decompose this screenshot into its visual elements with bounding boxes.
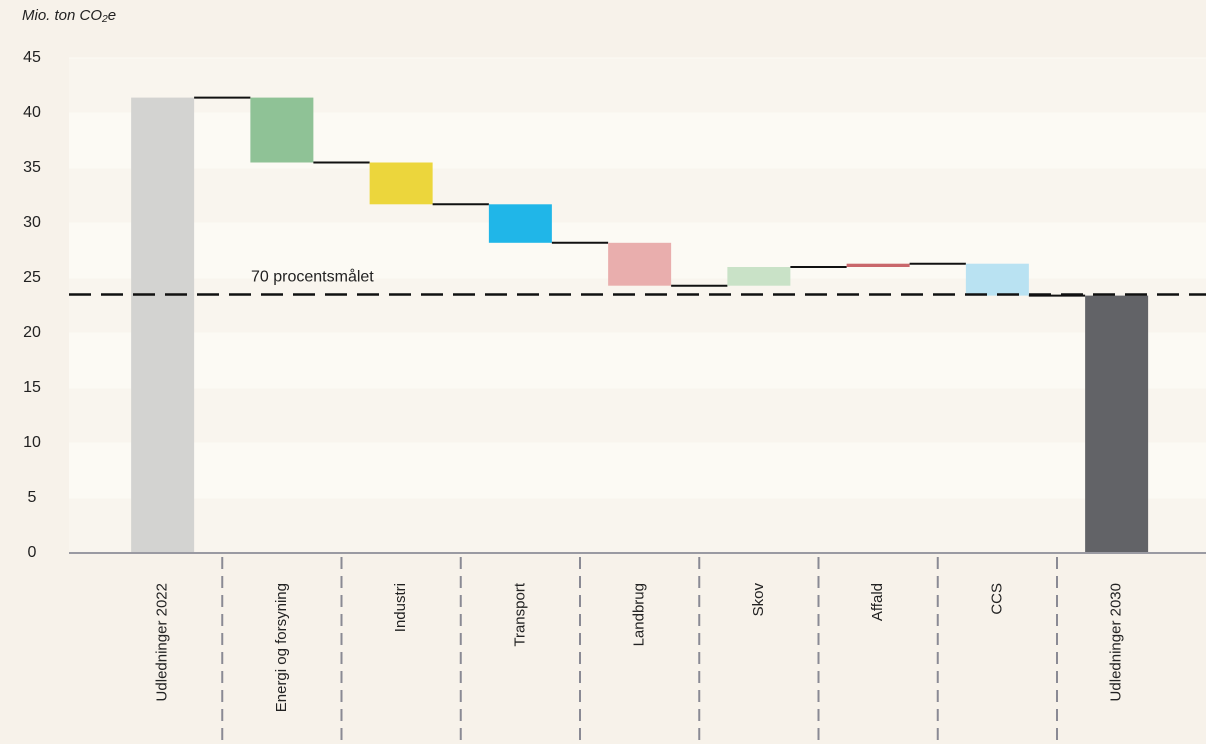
x-tick-label: CCS <box>988 583 1005 615</box>
bar <box>727 267 791 286</box>
x-tick-label: Udledninger 2022 <box>154 583 171 701</box>
bar <box>488 204 552 243</box>
y-tick-label: 40 <box>23 104 41 121</box>
stripe <box>69 58 1206 113</box>
bar <box>250 97 314 163</box>
bar <box>965 263 1029 296</box>
x-tick-label: Transport <box>511 582 528 646</box>
y-axis-label: Mio. ton CO₂e <box>22 7 116 24</box>
bar <box>369 162 433 205</box>
x-tick-label: Energi og forsyning <box>273 583 290 712</box>
target-label: 70 procentsmålet <box>251 268 374 286</box>
x-tick-label: Industri <box>392 583 409 632</box>
stripe <box>69 278 1206 333</box>
y-tick-label: 0 <box>28 544 37 561</box>
bar <box>131 97 195 553</box>
stripe <box>69 168 1206 223</box>
y-tick-label: 30 <box>23 214 41 231</box>
y-tick-label: 20 <box>23 324 41 341</box>
bar <box>846 263 910 267</box>
y-tick-label: 15 <box>23 379 41 396</box>
y-tick-label: 10 <box>23 434 41 451</box>
x-tick-label: Landbrug <box>631 583 648 646</box>
y-tick-label: 25 <box>23 269 41 286</box>
bar <box>1085 295 1149 553</box>
x-tick-label: Udledninger 2030 <box>1108 583 1125 701</box>
bar <box>608 242 672 286</box>
stripe <box>69 498 1206 553</box>
y-tick-label: 35 <box>23 159 41 176</box>
x-tick-label: Affald <box>869 583 886 621</box>
y-tick-label: 5 <box>28 489 37 506</box>
x-tick-label: Skov <box>750 583 767 617</box>
stripe <box>69 388 1206 443</box>
y-tick-label: 45 <box>23 49 41 66</box>
